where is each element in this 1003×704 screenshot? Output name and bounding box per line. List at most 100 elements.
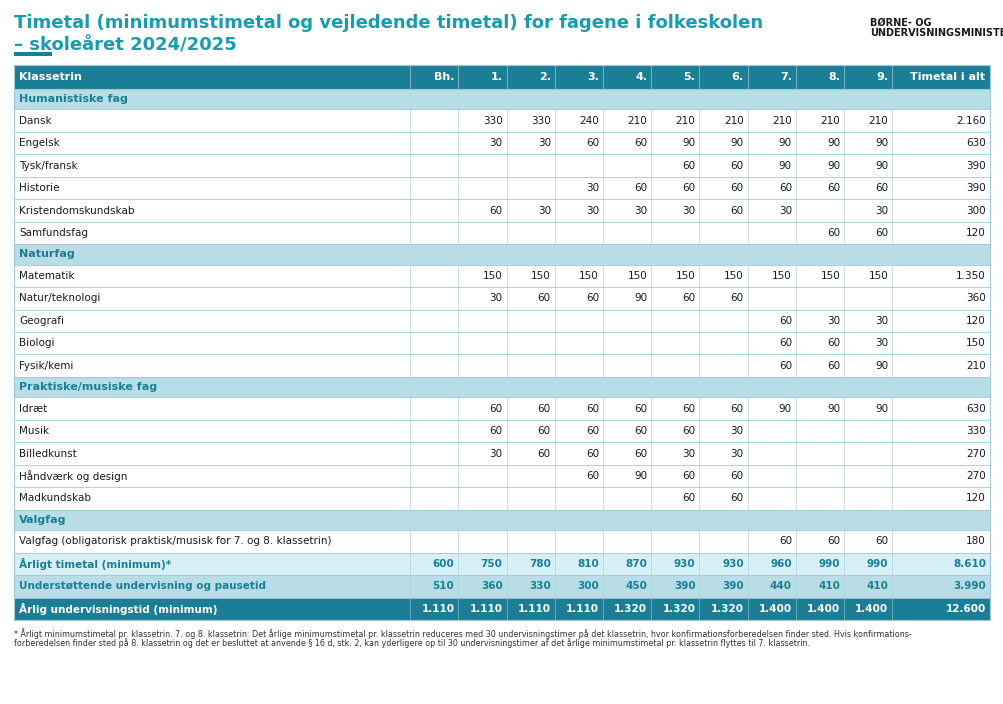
Text: 210: 210 bbox=[868, 115, 888, 125]
Text: Timetal i alt: Timetal i alt bbox=[909, 72, 984, 82]
Bar bbox=[14, 465, 989, 487]
Text: 210: 210 bbox=[771, 115, 791, 125]
Bar bbox=[14, 177, 989, 199]
Text: 90: 90 bbox=[778, 403, 791, 414]
Text: 150: 150 bbox=[965, 338, 985, 348]
Text: 60: 60 bbox=[826, 360, 840, 371]
Text: Biologi: Biologi bbox=[19, 338, 54, 348]
Text: 1.320: 1.320 bbox=[662, 604, 695, 614]
Text: Matematik: Matematik bbox=[19, 271, 74, 281]
Text: 30: 30 bbox=[682, 448, 695, 458]
Text: 90: 90 bbox=[875, 403, 888, 414]
Bar bbox=[14, 397, 989, 420]
Text: 1.: 1. bbox=[490, 72, 503, 82]
Text: 30: 30 bbox=[489, 294, 503, 303]
Text: 5.: 5. bbox=[683, 72, 695, 82]
Bar bbox=[14, 442, 989, 465]
Text: 3.: 3. bbox=[587, 72, 599, 82]
Text: 90: 90 bbox=[875, 138, 888, 148]
Text: 1.350: 1.350 bbox=[955, 271, 985, 281]
Bar bbox=[14, 487, 989, 510]
Text: 360: 360 bbox=[480, 582, 503, 591]
Text: 90: 90 bbox=[875, 161, 888, 170]
Text: 30: 30 bbox=[875, 338, 888, 348]
Text: 300: 300 bbox=[966, 206, 985, 215]
Text: 330: 330 bbox=[965, 426, 985, 436]
Text: 30: 30 bbox=[826, 316, 840, 326]
Text: 60: 60 bbox=[730, 403, 743, 414]
Text: 450: 450 bbox=[625, 582, 647, 591]
Text: 390: 390 bbox=[721, 582, 743, 591]
Text: 90: 90 bbox=[826, 403, 840, 414]
Text: 30: 30 bbox=[875, 206, 888, 215]
Text: 270: 270 bbox=[965, 471, 985, 481]
Text: 2.160: 2.160 bbox=[955, 115, 985, 125]
Text: 30: 30 bbox=[778, 206, 791, 215]
Text: 8.610: 8.610 bbox=[952, 559, 985, 569]
Text: 60: 60 bbox=[730, 471, 743, 481]
Text: Madkundskab: Madkundskab bbox=[19, 494, 91, 503]
Text: 60: 60 bbox=[634, 183, 647, 193]
Text: 150: 150 bbox=[771, 271, 791, 281]
Text: 60: 60 bbox=[634, 138, 647, 148]
Text: 90: 90 bbox=[730, 138, 743, 148]
Text: 60: 60 bbox=[826, 228, 840, 238]
Text: 7.: 7. bbox=[779, 72, 791, 82]
Bar bbox=[14, 265, 989, 287]
Text: 270: 270 bbox=[965, 448, 985, 458]
Text: 210: 210 bbox=[819, 115, 840, 125]
Text: 990: 990 bbox=[817, 559, 840, 569]
Text: Understøttende undervisning og pausetid: Understøttende undervisning og pausetid bbox=[19, 582, 266, 591]
Text: 510: 510 bbox=[432, 582, 454, 591]
Text: 60: 60 bbox=[586, 471, 599, 481]
Text: * Årligt minimumstimetal pr. klassetrin. 7. og 8. klassetrin: Det årlige minimum: * Årligt minimumstimetal pr. klassetrin.… bbox=[14, 628, 911, 639]
Bar bbox=[14, 310, 989, 332]
Text: Humanistiske fag: Humanistiske fag bbox=[19, 94, 127, 104]
Text: 4.: 4. bbox=[635, 72, 647, 82]
Text: 60: 60 bbox=[730, 161, 743, 170]
Bar bbox=[14, 553, 989, 575]
Text: 60: 60 bbox=[586, 138, 599, 148]
Text: 60: 60 bbox=[682, 161, 695, 170]
Text: 90: 90 bbox=[875, 360, 888, 371]
Text: 120: 120 bbox=[965, 228, 985, 238]
Text: 12.600: 12.600 bbox=[945, 604, 985, 614]
Text: 1.110: 1.110 bbox=[518, 604, 551, 614]
Text: forberedelsen finder sted på 8. klassetrin og det er besluttet at anvende § 16 d: forberedelsen finder sted på 8. klassetr… bbox=[14, 638, 809, 648]
Text: Natur/teknologi: Natur/teknologi bbox=[19, 294, 100, 303]
Text: 360: 360 bbox=[965, 294, 985, 303]
Text: 150: 150 bbox=[627, 271, 647, 281]
Text: 330: 330 bbox=[531, 115, 551, 125]
Text: 60: 60 bbox=[826, 183, 840, 193]
Text: 30: 30 bbox=[634, 206, 647, 215]
Text: 390: 390 bbox=[673, 582, 695, 591]
Text: 90: 90 bbox=[682, 138, 695, 148]
Bar bbox=[14, 65, 989, 620]
Text: 60: 60 bbox=[586, 403, 599, 414]
Text: Geografi: Geografi bbox=[19, 316, 64, 326]
Text: 60: 60 bbox=[586, 426, 599, 436]
Text: 60: 60 bbox=[634, 426, 647, 436]
Text: 30: 30 bbox=[682, 206, 695, 215]
Text: 30: 30 bbox=[730, 426, 743, 436]
Text: 210: 210 bbox=[965, 360, 985, 371]
Text: 410: 410 bbox=[866, 582, 888, 591]
Text: Klassetrin: Klassetrin bbox=[19, 72, 82, 82]
Text: 150: 150 bbox=[868, 271, 888, 281]
Text: 60: 60 bbox=[778, 316, 791, 326]
Text: 210: 210 bbox=[723, 115, 743, 125]
Text: Idræt: Idræt bbox=[19, 403, 47, 414]
Text: 120: 120 bbox=[965, 316, 985, 326]
Text: 150: 150 bbox=[723, 271, 743, 281]
Text: 1.110: 1.110 bbox=[566, 604, 599, 614]
Text: 60: 60 bbox=[538, 403, 551, 414]
Text: 960: 960 bbox=[769, 559, 791, 569]
Text: 60: 60 bbox=[682, 426, 695, 436]
Bar bbox=[14, 244, 989, 265]
Text: Håndværk og design: Håndværk og design bbox=[19, 470, 127, 482]
Text: 60: 60 bbox=[730, 183, 743, 193]
Text: 90: 90 bbox=[634, 471, 647, 481]
Text: 1.320: 1.320 bbox=[614, 604, 647, 614]
Text: 930: 930 bbox=[721, 559, 743, 569]
Text: 630: 630 bbox=[965, 403, 985, 414]
